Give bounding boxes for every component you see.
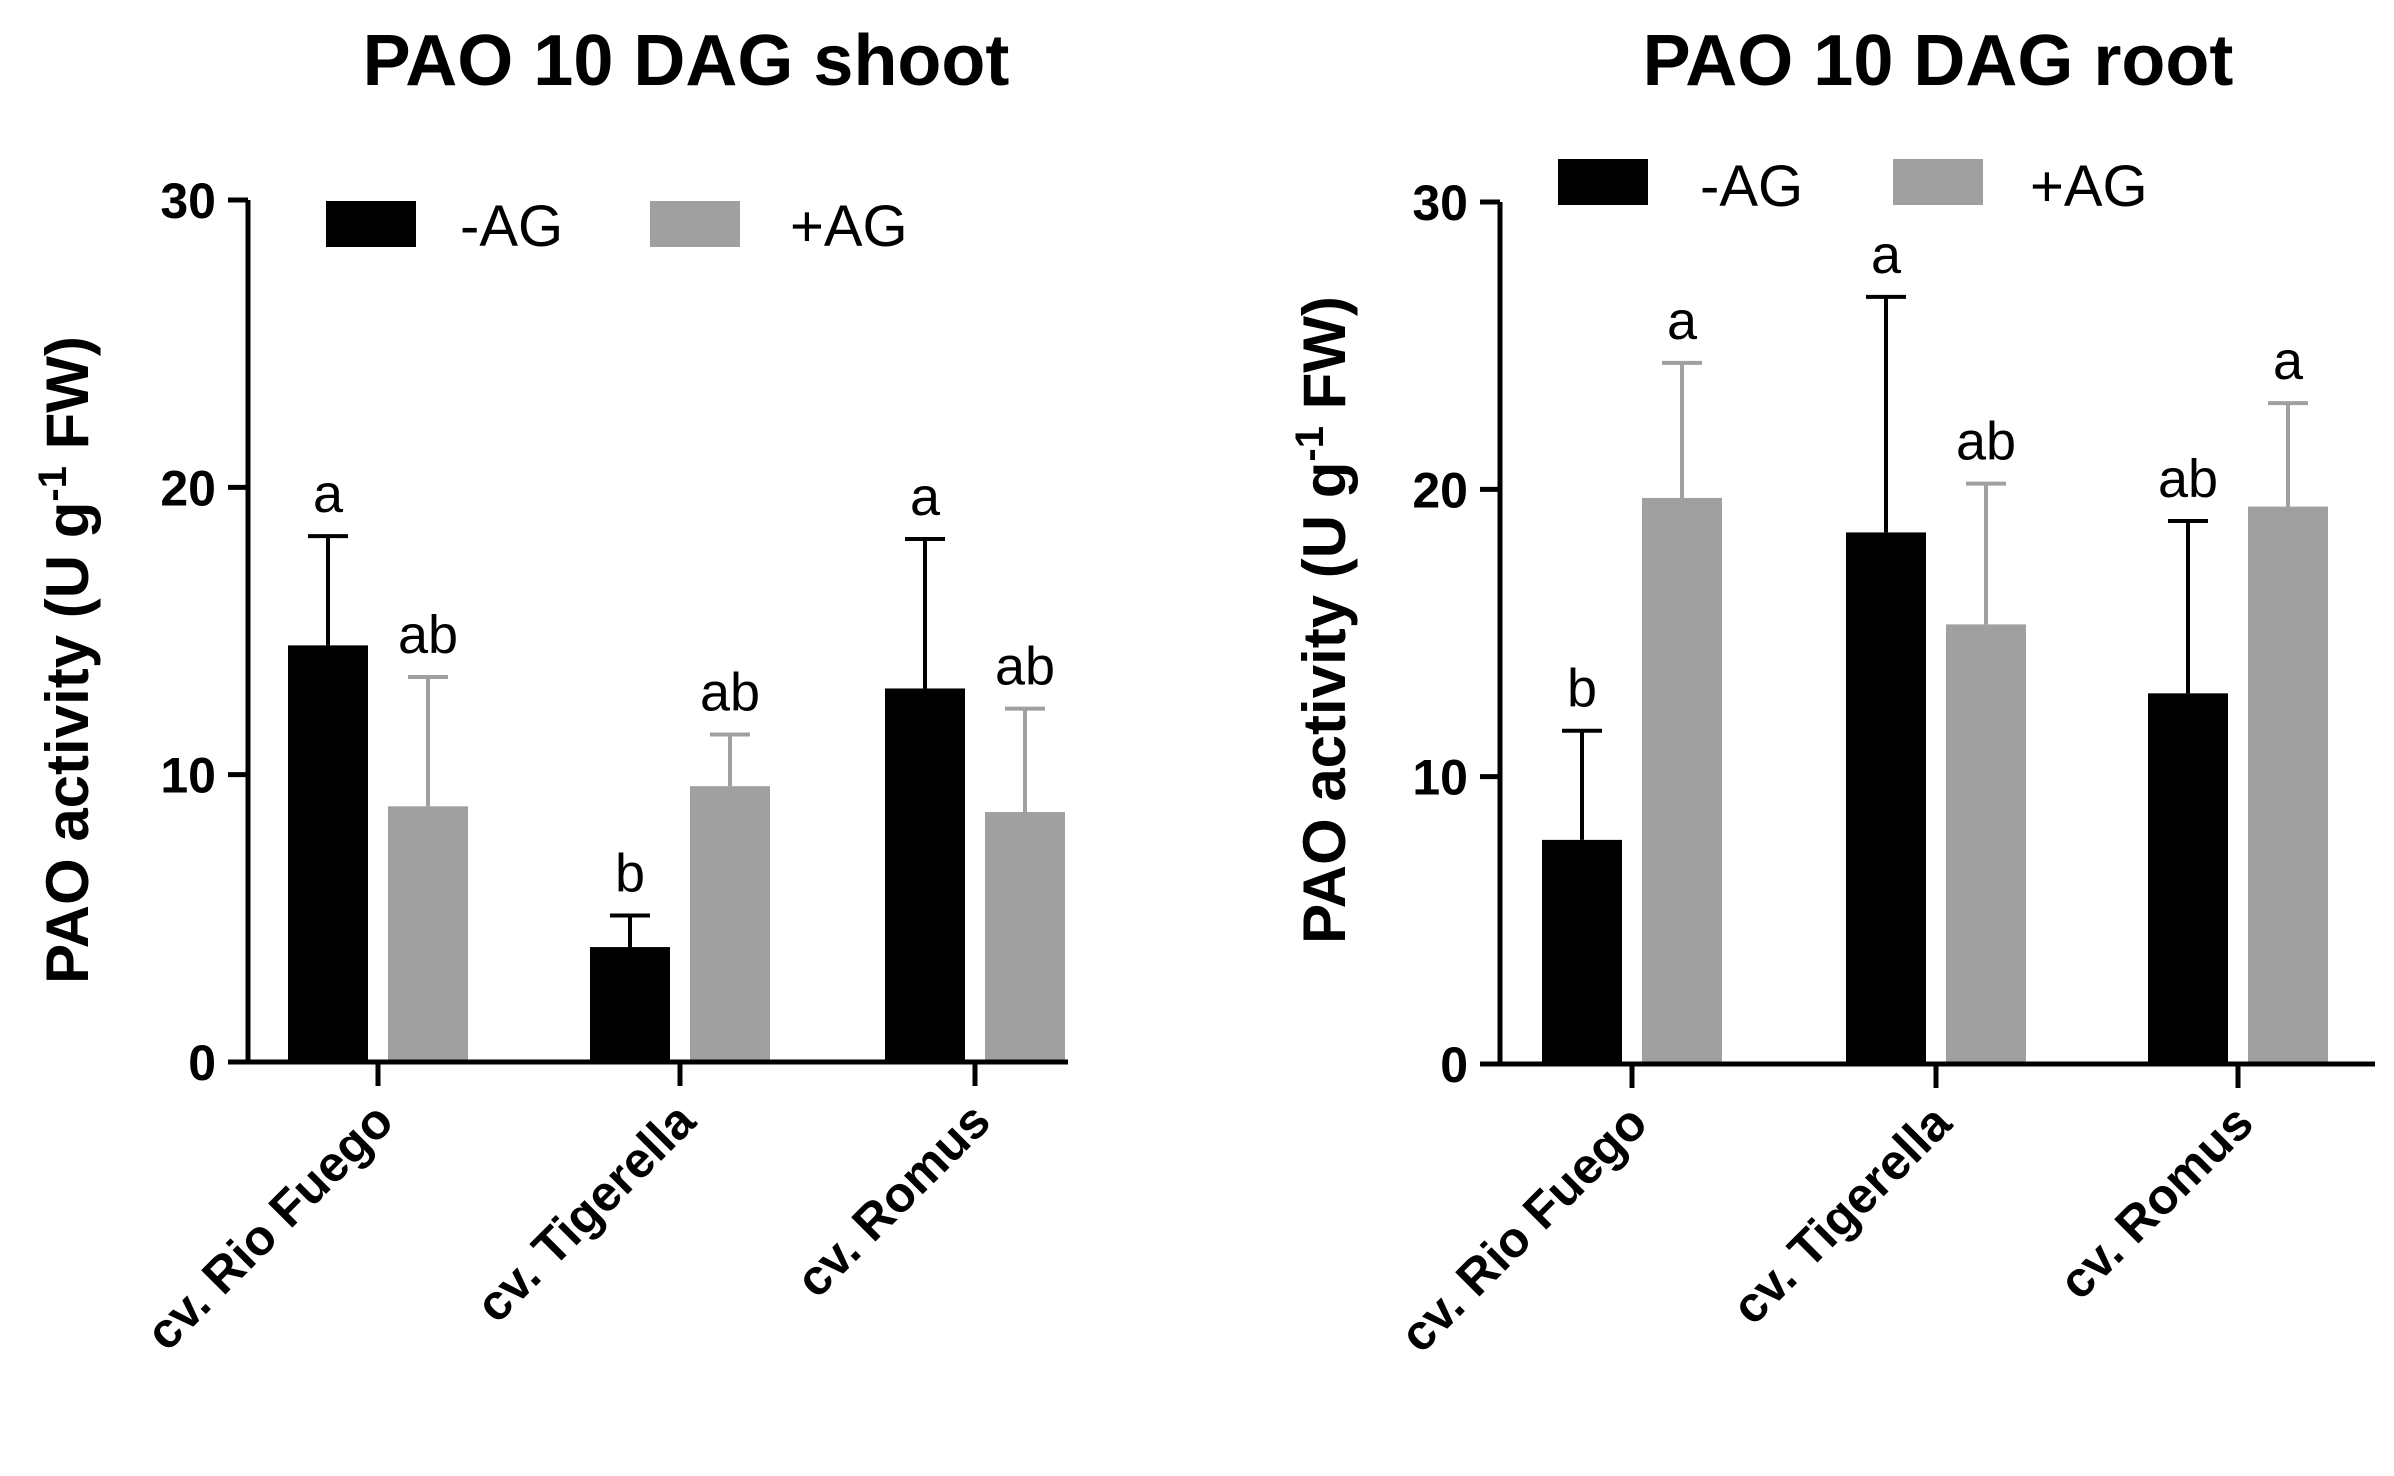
- bar: [2248, 506, 2328, 1064]
- y-tick-label: 20: [160, 460, 216, 516]
- significance-letter: b: [1567, 659, 1597, 719]
- legend-label-minus-ag: -AG: [1700, 154, 1803, 219]
- chart-panel-root: PAO 10 DAG root PAO activity (U g-1 FW) …: [1288, 21, 2375, 1363]
- legend-swatch-plus-ag: [650, 201, 740, 247]
- significance-letter: b: [615, 843, 645, 903]
- bar: [1542, 839, 1622, 1064]
- bar: [1946, 624, 2026, 1064]
- bar: [1642, 497, 1722, 1064]
- y-tick-label: 10: [160, 748, 216, 804]
- x-tick-label: cv. Rio Fuego: [135, 1092, 404, 1361]
- legend-swatch-minus-ag: [1558, 159, 1648, 205]
- legend: -AG +AG: [1558, 154, 2148, 219]
- significance-letter: ab: [995, 637, 1055, 697]
- y-tick-label: 30: [160, 173, 216, 229]
- bar: [388, 806, 468, 1062]
- x-tick-label: cv. Rio Fuego: [1389, 1094, 1658, 1363]
- significance-letter: ab: [2158, 449, 2218, 509]
- legend-swatch-plus-ag: [1893, 159, 1983, 205]
- significance-letter: a: [910, 467, 941, 527]
- legend: -AG +AG: [326, 194, 908, 259]
- y-tick-label: 20: [1412, 462, 1468, 518]
- y-tick-label: 0: [188, 1035, 216, 1091]
- significance-letter: ab: [1956, 412, 2016, 472]
- y-axis-label: PAO activity (U g-1 FW): [31, 336, 101, 984]
- x-tick-label: cv. Tigerella: [1721, 1093, 1963, 1335]
- significance-letter: a: [1667, 291, 1698, 351]
- x-tick-label: cv. Romus: [785, 1092, 1001, 1308]
- chart-title: PAO 10 DAG shoot: [363, 21, 1010, 101]
- y-tick-label: 0: [1440, 1037, 1468, 1093]
- x-tick-label: cv. Romus: [2048, 1094, 2264, 1310]
- bar: [885, 688, 965, 1062]
- significance-letter: a: [2273, 331, 2304, 391]
- significance-letter: a: [1871, 225, 1902, 285]
- bar: [1846, 532, 1926, 1064]
- chart-panel-shoot: PAO 10 DAG shoot PAO activity (U g-1 FW)…: [31, 21, 1068, 1361]
- significance-letter: ab: [398, 605, 458, 665]
- bar: [985, 812, 1065, 1062]
- y-tick-label: 30: [1412, 175, 1468, 231]
- bar: [590, 947, 670, 1062]
- bar: [2148, 693, 2228, 1064]
- y-tick-label: 10: [1412, 750, 1468, 806]
- significance-letter: a: [313, 464, 344, 524]
- legend-label-minus-ag: -AG: [460, 194, 563, 259]
- bar: [288, 645, 368, 1062]
- legend-swatch-minus-ag: [326, 201, 416, 247]
- x-tick-label: cv. Tigerella: [465, 1091, 707, 1333]
- y-axis-label: PAO activity (U g-1 FW): [1288, 296, 1358, 944]
- legend-label-plus-ag: +AG: [790, 194, 908, 259]
- significance-letter: ab: [700, 662, 760, 722]
- legend-label-plus-ag: +AG: [2030, 154, 2148, 219]
- bar: [690, 786, 770, 1062]
- chart-title: PAO 10 DAG root: [1643, 21, 2234, 101]
